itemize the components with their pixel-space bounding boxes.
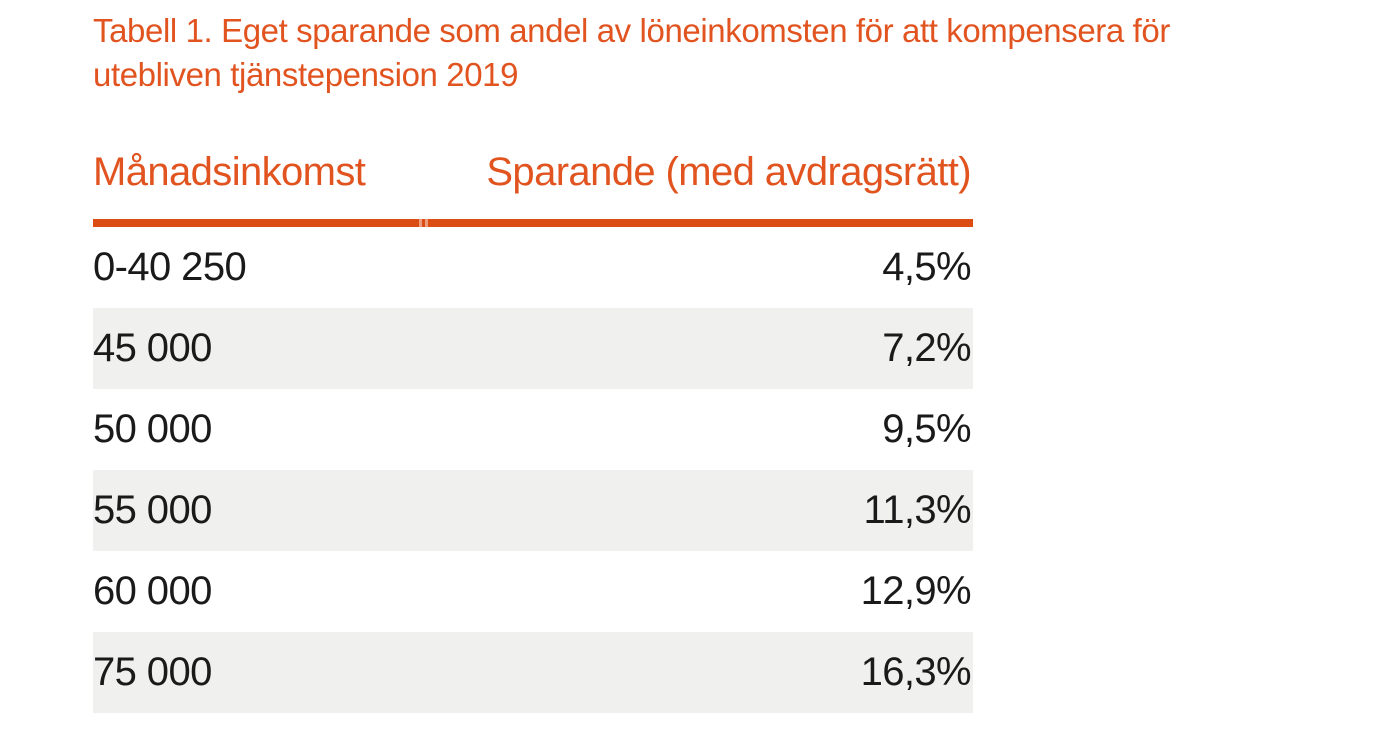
saving-cell: 11,3% <box>863 488 972 532</box>
saving-cell: 12,9% <box>860 569 972 613</box>
saving-cell: 9,5% <box>882 407 971 451</box>
table-row: 50 000 9,5% <box>93 389 973 470</box>
table-title-line-2: utebliven tjänstepension 2019 <box>93 56 519 93</box>
table-row: 75 000 16,3% <box>93 632 973 713</box>
column-header-saving: Sparande (med avdragsrätt) <box>486 150 971 194</box>
income-cell: 60 000 <box>93 569 212 613</box>
header-rule <box>93 219 973 227</box>
header-rule-gap-right <box>425 219 428 227</box>
table-title-line-1: Tabell 1. Eget sparande som andel av lön… <box>93 12 1170 49</box>
table-row: 45 000 7,2% <box>93 308 973 389</box>
saving-cell: 16,3% <box>860 650 972 694</box>
saving-cell: 4,5% <box>882 245 971 289</box>
table-title: Tabell 1. Eget sparande som andel av lön… <box>93 9 1389 97</box>
income-cell: 75 000 <box>93 650 212 694</box>
income-cell: 0-40 250 <box>93 245 247 289</box>
table-row: 60 000 12,9% <box>93 551 973 632</box>
income-cell: 55 000 <box>93 488 212 532</box>
income-cell: 45 000 <box>93 326 212 370</box>
page: Tabell 1. Eget sparande som andel av lön… <box>93 9 1389 713</box>
savings-table: Månadsinkomst Sparande (med avdragsrätt)… <box>93 150 973 713</box>
saving-cell: 7,2% <box>882 326 971 370</box>
header-rule-gap-left <box>419 219 422 227</box>
table-header-row: Månadsinkomst Sparande (med avdragsrätt) <box>93 150 973 219</box>
table-body: 0-40 250 4,5% 45 000 7,2% 50 000 9,5% 55… <box>93 227 973 713</box>
table-row: 0-40 250 4,5% <box>93 227 973 308</box>
table-row: 55 000 11,3% <box>93 470 973 551</box>
income-cell: 50 000 <box>93 407 212 451</box>
column-header-monthly-income: Månadsinkomst <box>93 150 366 194</box>
